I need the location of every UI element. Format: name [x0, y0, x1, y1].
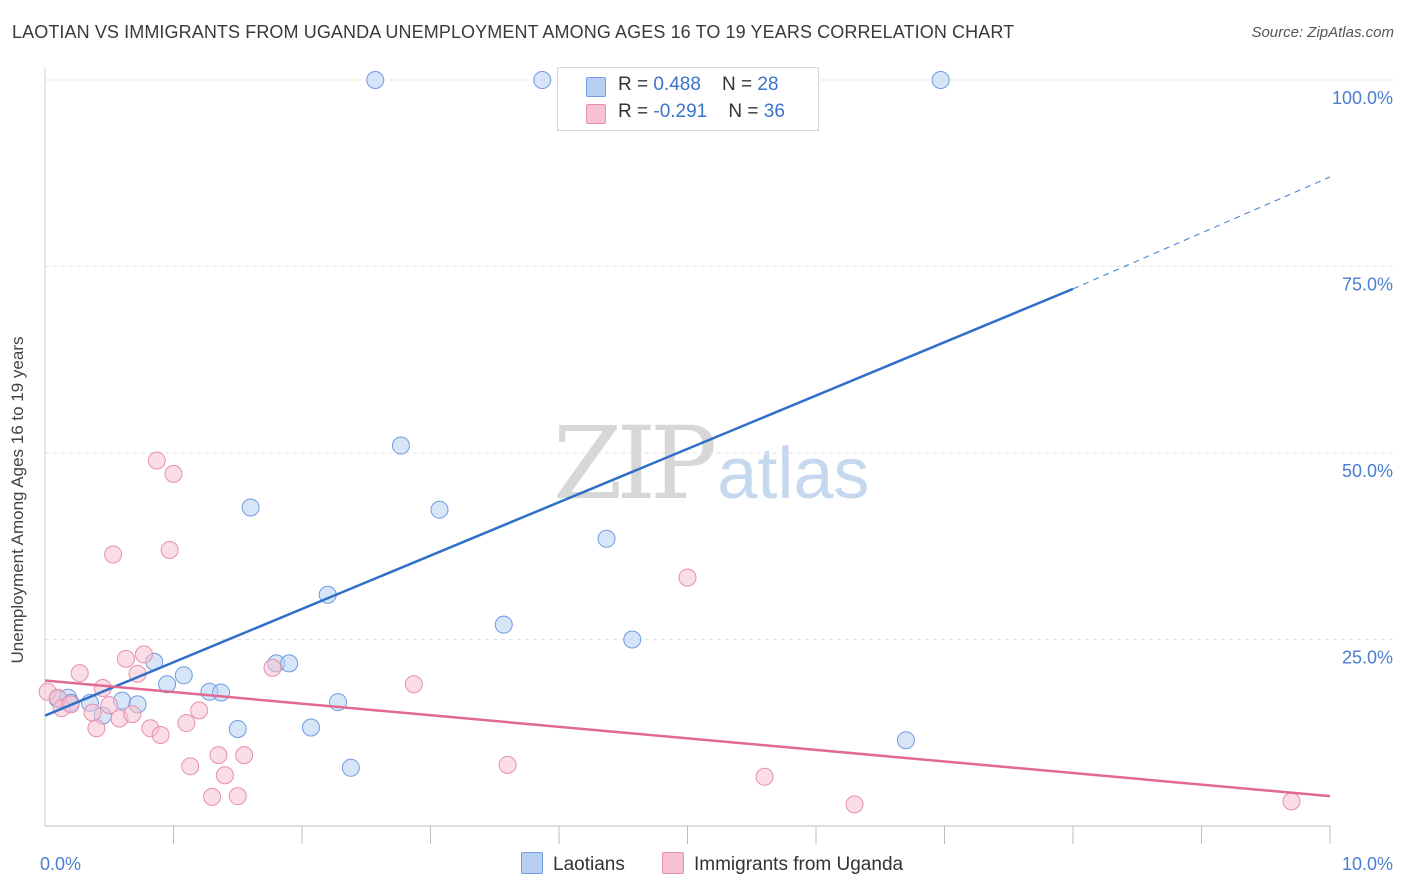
laotians-r-value: 0.488: [653, 74, 701, 95]
uganda-point-33: [845, 795, 864, 814]
laotians-point-11: [212, 683, 231, 702]
uganda-point-30: [498, 755, 517, 774]
source-label: Source: ZipAtlas.com: [1251, 24, 1394, 41]
laotians-point-9: [174, 666, 193, 685]
uganda-point-23: [203, 787, 222, 806]
laotians-point-16: [301, 718, 320, 737]
chart-title: LAOTIAN VS IMMIGRANTS FROM UGANDA UNEMPL…: [12, 22, 1015, 42]
bottom-uganda-swatch: [662, 852, 684, 874]
uganda-point-22: [190, 701, 209, 720]
laotians-point-28: [931, 71, 950, 89]
laotians-swatch: [586, 77, 606, 97]
laotians-n-value: 28: [757, 74, 779, 95]
laotians-point-22: [430, 500, 449, 519]
uganda-point-4: [70, 664, 89, 683]
uganda-point-16: [147, 451, 166, 470]
uganda-trend-line: [44, 679, 1331, 798]
uganda-n-value: 36: [763, 101, 785, 122]
x-tick-label-1: 10.0%: [1342, 854, 1393, 874]
uganda-point-17: [151, 725, 170, 744]
uganda-point-19: [164, 464, 183, 483]
x-tick-label-0: 0.0%: [40, 854, 81, 874]
bottom-laotians-swatch: [521, 852, 543, 874]
laotians-n-label: N =: [722, 74, 758, 95]
y-axis-label: Unemployment Among Ages 16 to 19 years: [8, 336, 27, 664]
laotians-point-13: [241, 498, 260, 517]
laotians-trend-line: [44, 287, 1074, 717]
uganda-point-14: [134, 645, 153, 664]
watermark-zip: ZIP: [553, 405, 717, 522]
laotians-point-23: [494, 615, 513, 634]
uganda-point-24: [209, 746, 228, 765]
uganda-r-label: R =: [618, 101, 654, 122]
uganda-swatch: [586, 104, 606, 124]
uganda-r-value: -0.291: [653, 101, 708, 122]
y-tick-label-0: 25.0%: [1342, 648, 1393, 668]
uganda-n-label: N =: [728, 101, 764, 122]
y-tick-label-3: 100.0%: [1332, 88, 1393, 108]
uganda-point-18: [160, 540, 179, 559]
uganda-point-21: [181, 757, 200, 776]
uganda-point-12: [123, 705, 142, 724]
correlation-legend: R = 0.488 N = 28 R = -0.291 N = 36: [557, 67, 819, 131]
laotians-point-25: [597, 529, 616, 548]
watermark: ZIPatlas: [553, 405, 869, 522]
laotians-point-21: [391, 436, 410, 455]
laotians-point-24: [533, 71, 552, 89]
bottom-legend-uganda: Immigrants from Uganda: [662, 852, 903, 876]
uganda-point-26: [228, 787, 247, 806]
uganda-point-6: [87, 719, 106, 738]
uganda-point-31: [678, 568, 697, 587]
watermark-atlas: atlas: [717, 434, 870, 514]
laotians-point-19: [341, 758, 360, 777]
uganda-point-34: [1282, 792, 1301, 811]
uganda-point-5: [83, 703, 102, 722]
uganda-point-32: [755, 767, 774, 786]
bottom-laotians-label: Laotians: [553, 854, 625, 875]
uganda-point-29: [404, 675, 423, 694]
y-tick-label-2: 75.0%: [1342, 275, 1393, 295]
y-tick-label-1: 50.0%: [1342, 461, 1393, 481]
laotians-point-12: [228, 720, 247, 739]
uganda-point-11: [116, 649, 135, 668]
uganda-point-8: [100, 696, 119, 715]
uganda-point-9: [104, 545, 123, 564]
bottom-legend-laotians: Laotians: [521, 852, 625, 876]
laotians-r-label: R =: [618, 74, 654, 95]
uganda-point-20: [177, 714, 196, 733]
laotians-trend-extension: [1072, 176, 1331, 290]
laotians-point-26: [623, 630, 642, 649]
laotians-point-20: [366, 71, 385, 89]
uganda-point-28: [263, 658, 282, 677]
uganda-point-25: [215, 766, 234, 785]
laotians-point-27: [896, 731, 915, 750]
uganda-point-27: [235, 746, 254, 765]
laotians-point-15: [280, 654, 299, 673]
bottom-uganda-label: Immigrants from Uganda: [694, 854, 904, 875]
